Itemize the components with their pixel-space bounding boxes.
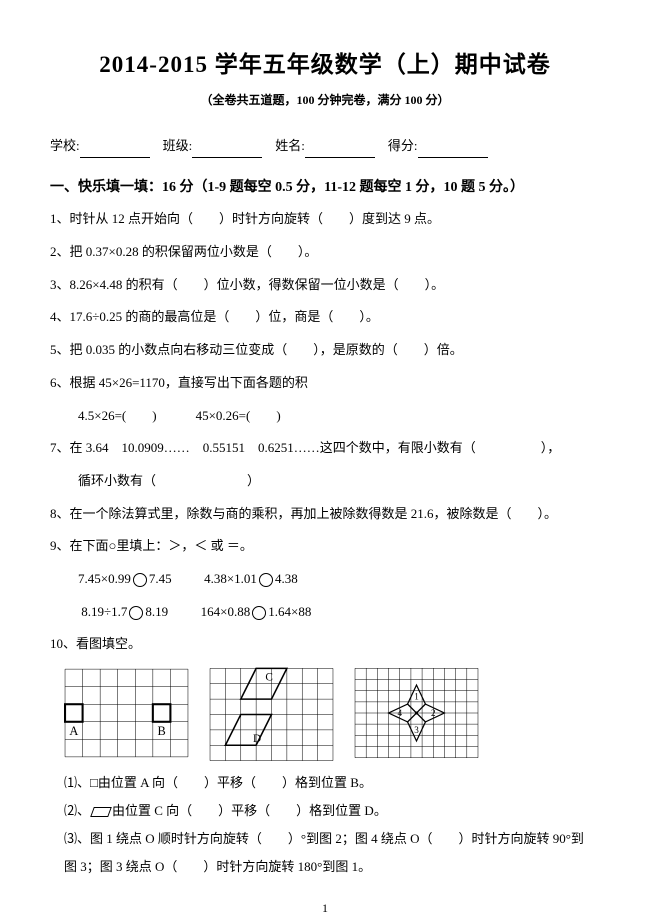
q9-1d: 4.38: [275, 571, 298, 586]
svg-text:C: C: [265, 672, 273, 684]
svg-text:D: D: [253, 733, 261, 745]
compare-circle-1[interactable]: [133, 573, 147, 587]
question-4: 4、17.6÷0.25 的商的最高位是（ ）位，商是（ ）。: [50, 305, 600, 330]
compare-circle-3[interactable]: [129, 606, 143, 620]
figures-row: AB CD 1234: [64, 667, 600, 762]
q9-2d: 1.64×88: [268, 604, 311, 619]
question-2: 2、把 0.37×0.28 的积保留两位小数是（ ）。: [50, 240, 600, 265]
compare-circle-2[interactable]: [259, 573, 273, 587]
q9-2b: 8.19: [145, 604, 168, 619]
question-5: 5、把 0.035 的小数点向右移动三位变成（ ），是原数的（ ）倍。: [50, 338, 600, 363]
name-label: 姓名:: [275, 138, 305, 153]
q9-2c: 164×0.88: [201, 604, 251, 619]
svg-text:4: 4: [397, 708, 402, 718]
parallelogram-icon: [90, 807, 112, 817]
page-number: 1: [50, 898, 600, 918]
school-label: 学校:: [50, 138, 80, 153]
question-6: 6、根据 45×26=1170，直接写出下面各题的积: [50, 371, 600, 396]
question-10-2: ⑵、 由位置 C 向（ ）平移（ ）格到位置 D。: [50, 800, 600, 822]
question-9-line1: 7.45×0.99 7.45 4.38×1.01 4.38: [50, 567, 600, 592]
question-1: 1、时针从 12 点开始向（ ）时针方向旋转（ ）度到达 9 点。: [50, 207, 600, 232]
q9-2a: 8.19÷1.7: [81, 604, 127, 619]
question-8: 8、在一个除法算式里，除数与商的乘积，再加上被除数得数是 21.6，被除数是（ …: [50, 502, 600, 527]
question-9-line2: 8.19÷1.7 8.19 164×0.88 1.64×88: [50, 600, 600, 625]
class-blank[interactable]: [192, 144, 262, 158]
svg-text:B: B: [157, 724, 165, 738]
question-10-3: ⑶、图 1 绕点 O 顺时针方向旋转（ ）°到图 2；图 4 绕点 O（ ）时针…: [50, 828, 600, 850]
question-10: 10、看图填空。: [50, 632, 600, 657]
q9-1a: 7.45×0.99: [78, 571, 131, 586]
svg-text:A: A: [69, 724, 78, 738]
name-blank[interactable]: [305, 144, 375, 158]
exam-title: 2014-2015 学年五年级数学（上）期中试卷: [50, 45, 600, 84]
question-7-sub: 循环小数有（ ）: [50, 469, 600, 494]
score-label: 得分:: [388, 138, 418, 153]
figure-2: CD: [209, 667, 334, 762]
question-3: 3、8.26×4.48 的积有（ ）位小数，得数保留一位小数是（ ）。: [50, 273, 600, 298]
q10-2-pre: ⑵、: [64, 803, 90, 818]
class-label: 班级:: [163, 138, 193, 153]
school-blank[interactable]: [80, 144, 150, 158]
student-info-line: 学校: 班级: 姓名: 得分:: [50, 135, 600, 157]
question-6-sub: 4.5×26=( ) 45×0.26=( ): [50, 404, 600, 429]
svg-text:1: 1: [414, 691, 419, 701]
question-10-3-sub: 图 3；图 3 绕点 O（ ）时针方向旋转 180°到图 1。: [50, 856, 600, 878]
score-blank[interactable]: [418, 144, 488, 158]
svg-text:2: 2: [431, 708, 436, 718]
figure-3: 1 2 3 4: [354, 667, 479, 759]
q10-2-post: 由位置 C 向（ ）平移（ ）格到位置 D。: [112, 803, 387, 818]
question-7: 7、在 3.64 10.0909…… 0.55151 0.6251……这四个数中…: [50, 436, 600, 461]
question-10-1: ⑴、□由位置 A 向（ ）平移（ ）格到位置 B。: [50, 772, 600, 794]
svg-text:3: 3: [414, 725, 419, 735]
q9-1c: 4.38×1.01: [204, 571, 257, 586]
q9-1b: 7.45: [149, 571, 172, 586]
figure-1: AB: [64, 667, 189, 759]
question-9: 9、在下面○里填上：＞，＜ 或 ＝。: [50, 534, 600, 559]
section-1-title: 一、快乐填一填：16 分（1-9 题每空 0.5 分，11-12 题每空 1 分…: [50, 176, 600, 200]
compare-circle-4[interactable]: [252, 606, 266, 620]
exam-subtitle: （全卷共五道题，100 分钟完卷，满分 100 分）: [50, 90, 600, 110]
